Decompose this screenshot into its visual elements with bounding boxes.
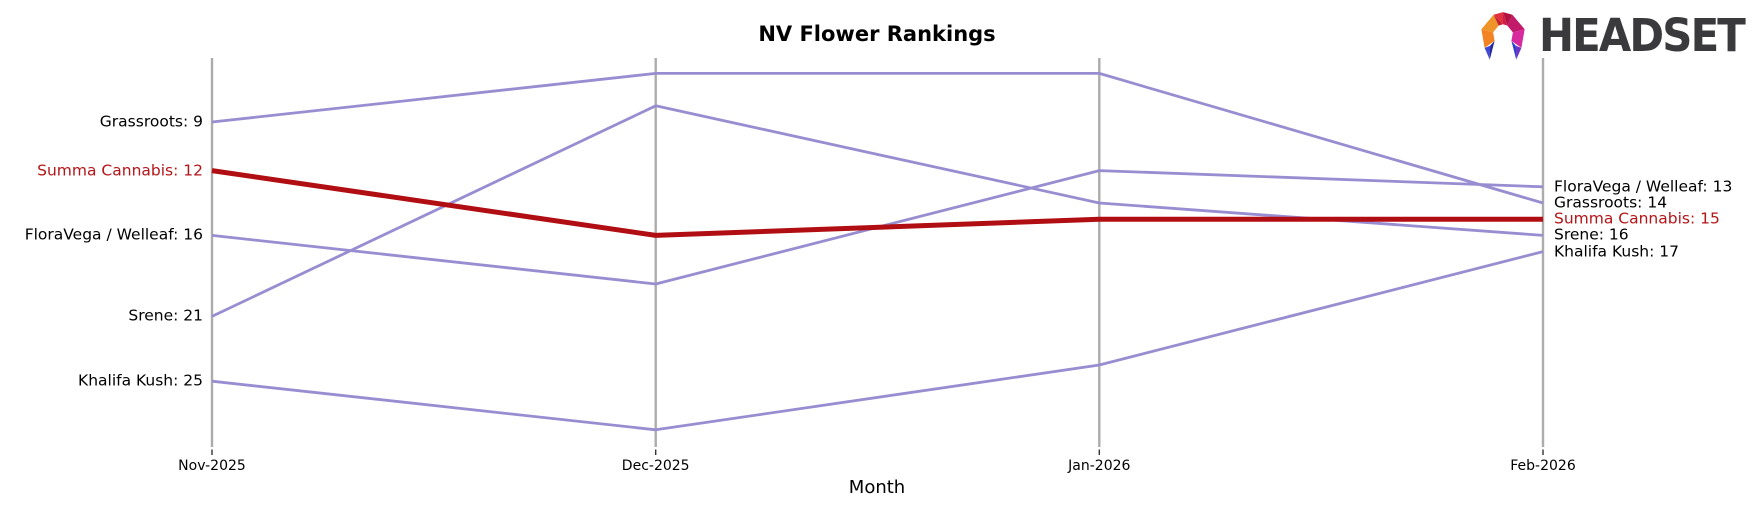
right-label-summa-cannabis: Summa Cannabis: 15	[1554, 209, 1720, 228]
right-label-floravega-welleaf: FloraVega / Welleaf: 13	[1554, 177, 1733, 196]
x-tick-label-feb-2026: Feb-2026	[1510, 458, 1576, 474]
x-axis-label: Month	[848, 477, 906, 498]
x-tick-label-dec-2025: Dec-2025	[621, 458, 690, 474]
x-tick-label-jan-2026: Jan-2026	[1068, 458, 1131, 474]
right-label-srene: Srene: 16	[1554, 225, 1629, 244]
right-label-khalifa-kush: Khalifa Kush: 17	[1554, 241, 1679, 260]
right-label-grassroots: Grassroots: 14	[1554, 193, 1668, 212]
headset-logo-icon	[1481, 12, 1525, 60]
x-tick-label-nov-2025: Nov-2025	[178, 458, 246, 474]
left-label-srene: Srene: 21	[128, 306, 203, 325]
series-line-srene	[211, 104, 1544, 318]
series-line-summa-cannabis	[211, 168, 1543, 238]
series-line-grassroots	[211, 72, 1544, 205]
left-label-floravega-welleaf: FloraVega / Welleaf: 16	[24, 225, 203, 244]
chart-title: NV Flower Rankings	[758, 22, 996, 46]
left-label-summa-cannabis: Summa Cannabis: 12	[37, 160, 203, 179]
left-label-khalifa-kush: Khalifa Kush: 25	[78, 371, 203, 390]
headset-logo-text: HEADSET	[1539, 8, 1746, 62]
series-line-khalifa-kush	[211, 250, 1544, 432]
headset-logo: HEADSET	[1476, 6, 1755, 64]
left-label-grassroots: Grassroots: 9	[99, 112, 203, 131]
